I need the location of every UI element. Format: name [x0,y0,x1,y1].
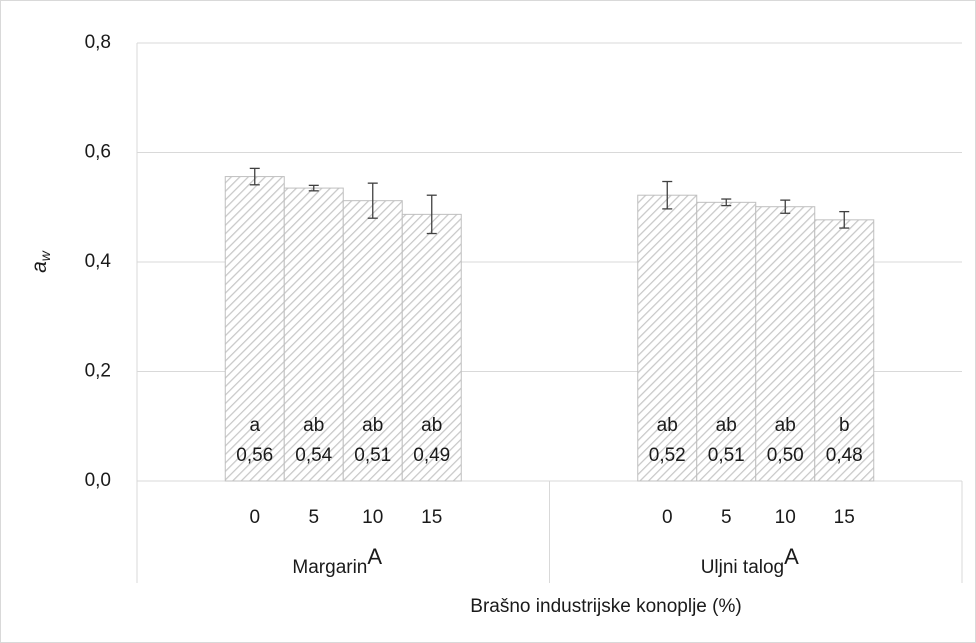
significance-letter: b [839,415,850,436]
significance-letter: ab [716,415,737,436]
x-tick-label: 0 [662,507,673,528]
data-label: 0,56 [236,445,273,466]
x-tick-label: 15 [421,507,442,528]
significance-letter: ab [421,415,442,436]
group-label: Uljni talogA [701,544,799,578]
x-tick-label: 15 [834,507,855,528]
x-axis-title: Brašno industrijske konoplje (%) [470,596,741,617]
data-label: 0,54 [295,445,332,466]
group-name: Margarin [292,557,367,578]
x-tick-label: 0 [249,507,260,528]
group-label: MargarinA [292,544,382,578]
y-tick-label: 0,6 [85,142,111,163]
bar [696,201,757,482]
group-note: A [367,544,382,569]
bar [342,200,403,482]
data-label: 0,51 [354,445,391,466]
bar [401,213,462,482]
data-label: 0,52 [649,445,686,466]
y-tick-label: 0,0 [85,470,111,491]
y-tick-label: 0,2 [85,361,111,382]
y-tick-label: 0,8 [85,32,111,53]
group-note: A [784,544,799,569]
bar [637,194,698,482]
significance-letter: ab [657,415,678,436]
significance-letter: ab [362,415,383,436]
data-label: 0,49 [413,445,450,466]
y-axis-title-main: a [28,261,51,273]
x-tick-label: 10 [775,507,796,528]
bar [283,187,344,482]
y-axis-title: aw [28,250,53,273]
bar [814,219,875,482]
significance-letter: ab [303,415,324,436]
x-tick-label: 10 [362,507,383,528]
x-tick-label: 5 [721,507,732,528]
bar [755,206,816,482]
data-label: 0,48 [826,445,863,466]
significance-letter: a [249,415,260,436]
y-tick-label: 0,4 [85,251,112,272]
group-name: Uljni talog [701,557,784,578]
significance-letter: ab [775,415,796,436]
y-axis-title-sub: w [37,250,53,261]
x-tick-label: 5 [308,507,319,528]
data-label: 0,50 [767,445,804,466]
data-label: 0,51 [708,445,745,466]
